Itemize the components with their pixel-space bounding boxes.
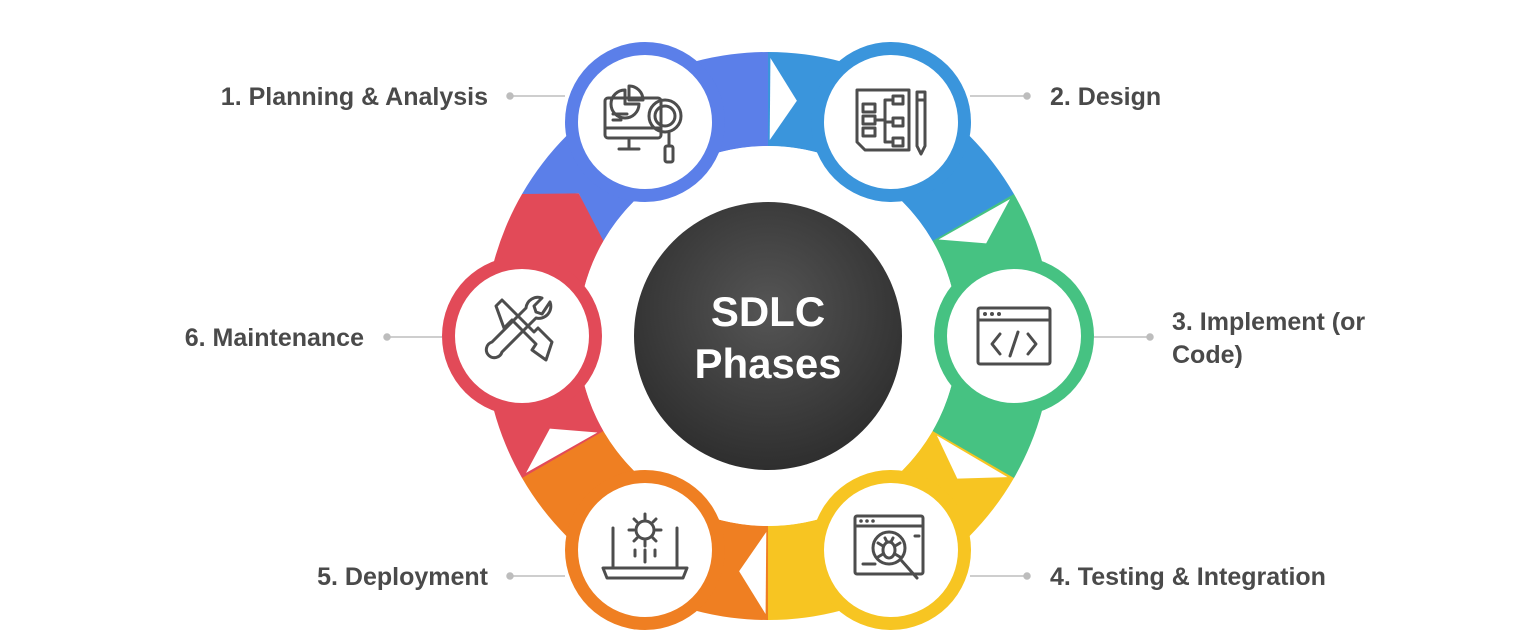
node-implement [934,256,1094,416]
label-design: 2. Design [1050,83,1161,111]
ring-notch-deployment [739,531,767,614]
center-title-line1: SDLC [711,288,825,335]
leader-dot-design [1023,92,1031,100]
node-planning [565,42,725,202]
node-maintenance-disc [455,269,589,403]
leader-dot-testing [1023,572,1031,580]
label-planning: 1. Planning & Analysis [221,83,488,111]
center-title-line2: Phases [694,340,841,387]
label-implement-line2: Code) [1172,341,1243,369]
leader-lines [383,92,1154,580]
ring-notch-testing [936,435,1008,479]
ring-notch-design [769,58,797,141]
label-deployment: 5. Deployment [317,563,489,591]
blueprint-pencil-icon [855,88,927,156]
node-implement-disc [947,269,1081,403]
leader-dot-implement [1146,333,1154,341]
label-testing: 4. Testing & Integration [1050,563,1326,591]
leader-dot-deployment [506,572,514,580]
code-window-icon [976,306,1052,366]
node-maintenance [442,256,602,416]
node-testing-disc [824,483,958,617]
center-circle [634,202,902,470]
bug-search-icon [853,514,925,580]
monitor-chart-magnifier-icon [603,84,683,164]
node-testing [811,470,971,630]
label-implement-line1: 3. Implement (or [1172,308,1365,336]
laptop-gear-icon [601,512,689,580]
label-maintenance: 6. Maintenance [185,324,364,352]
leader-dot-planning [506,92,514,100]
node-planning-disc [578,55,712,189]
wrench-screwdriver-icon [484,295,554,362]
ring-notch-maintenance [526,428,598,473]
leader-dot-maintenance [383,333,391,341]
ring-notch-implement [938,199,1010,244]
